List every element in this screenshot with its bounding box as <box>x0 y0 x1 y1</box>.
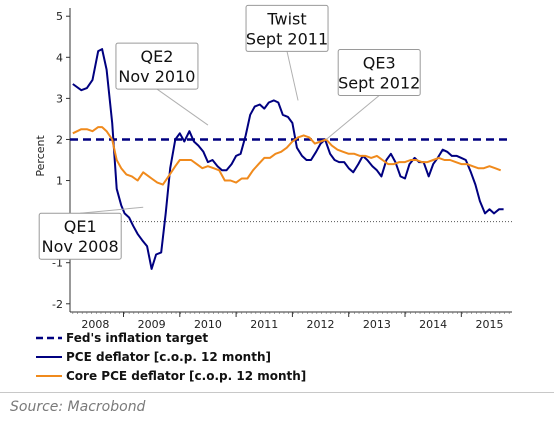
annotation-text: Sept 2012 <box>338 73 420 92</box>
legend: Fed's inflation target PCE deflator [c.o.… <box>36 331 306 383</box>
series-line-2 <box>72 126 502 186</box>
annotation-text: QE1 <box>64 217 97 236</box>
legend-label: Core PCE deflator [c.o.p. 12 month] <box>66 369 306 383</box>
annotation-text: Nov 2010 <box>118 67 195 86</box>
annotation-leader <box>80 206 144 214</box>
y-tick-label: -1 <box>52 257 63 270</box>
y-axis-label: Percent <box>34 135 47 177</box>
x-tick-label: 2008 <box>81 318 109 331</box>
annotation-text: Twist <box>266 9 306 28</box>
series-lines <box>70 48 512 270</box>
x-tick-label: 2010 <box>194 318 222 331</box>
annotation-text: QE3 <box>363 53 396 72</box>
y-tick-label: -2 <box>52 298 63 311</box>
legend-label: PCE deflator [c.o.p. 12 month] <box>66 350 271 364</box>
annotation-leader <box>156 88 209 126</box>
chart: 543210-1-2Percent20082009201020112012201… <box>34 4 512 383</box>
y-tick-label: 1 <box>56 175 63 188</box>
x-tick-label: 2012 <box>307 318 335 331</box>
annotation-text: Sept 2011 <box>246 29 328 48</box>
footer-divider <box>0 392 554 393</box>
y-tick-label: 5 <box>56 10 63 23</box>
x-tick-label: 2009 <box>138 318 166 331</box>
annotation-leader <box>286 51 299 101</box>
annotation-text: QE2 <box>141 47 174 66</box>
y-tick-label: 3 <box>56 92 63 105</box>
annotation-box <box>337 48 421 96</box>
annotation-box <box>245 4 329 52</box>
legend-label: Fed's inflation target <box>66 331 208 345</box>
legend-item-0: Fed's inflation target <box>36 331 208 345</box>
annotation-box <box>38 212 122 260</box>
x-tick-label: 2011 <box>250 318 278 331</box>
x-tick-label: 2015 <box>475 318 503 331</box>
legend-item-2: Core PCE deflator [c.o.p. 12 month] <box>36 369 306 383</box>
series-line-1 <box>72 48 504 270</box>
x-tick-label: 2013 <box>363 318 391 331</box>
legend-item-1: PCE deflator [c.o.p. 12 month] <box>36 350 271 364</box>
tick-labels: 543210-1-2Percent20082009201020112012201… <box>34 10 503 331</box>
annotation-box <box>115 42 199 90</box>
annotation-leader <box>325 95 380 140</box>
y-tick-label: 2 <box>56 133 63 146</box>
y-tick-label: 4 <box>56 51 63 64</box>
x-tick-label: 2014 <box>419 318 447 331</box>
axes <box>66 8 512 317</box>
annotation-text: Nov 2008 <box>42 237 119 256</box>
source-note: Source: Macrobond <box>10 399 146 415</box>
